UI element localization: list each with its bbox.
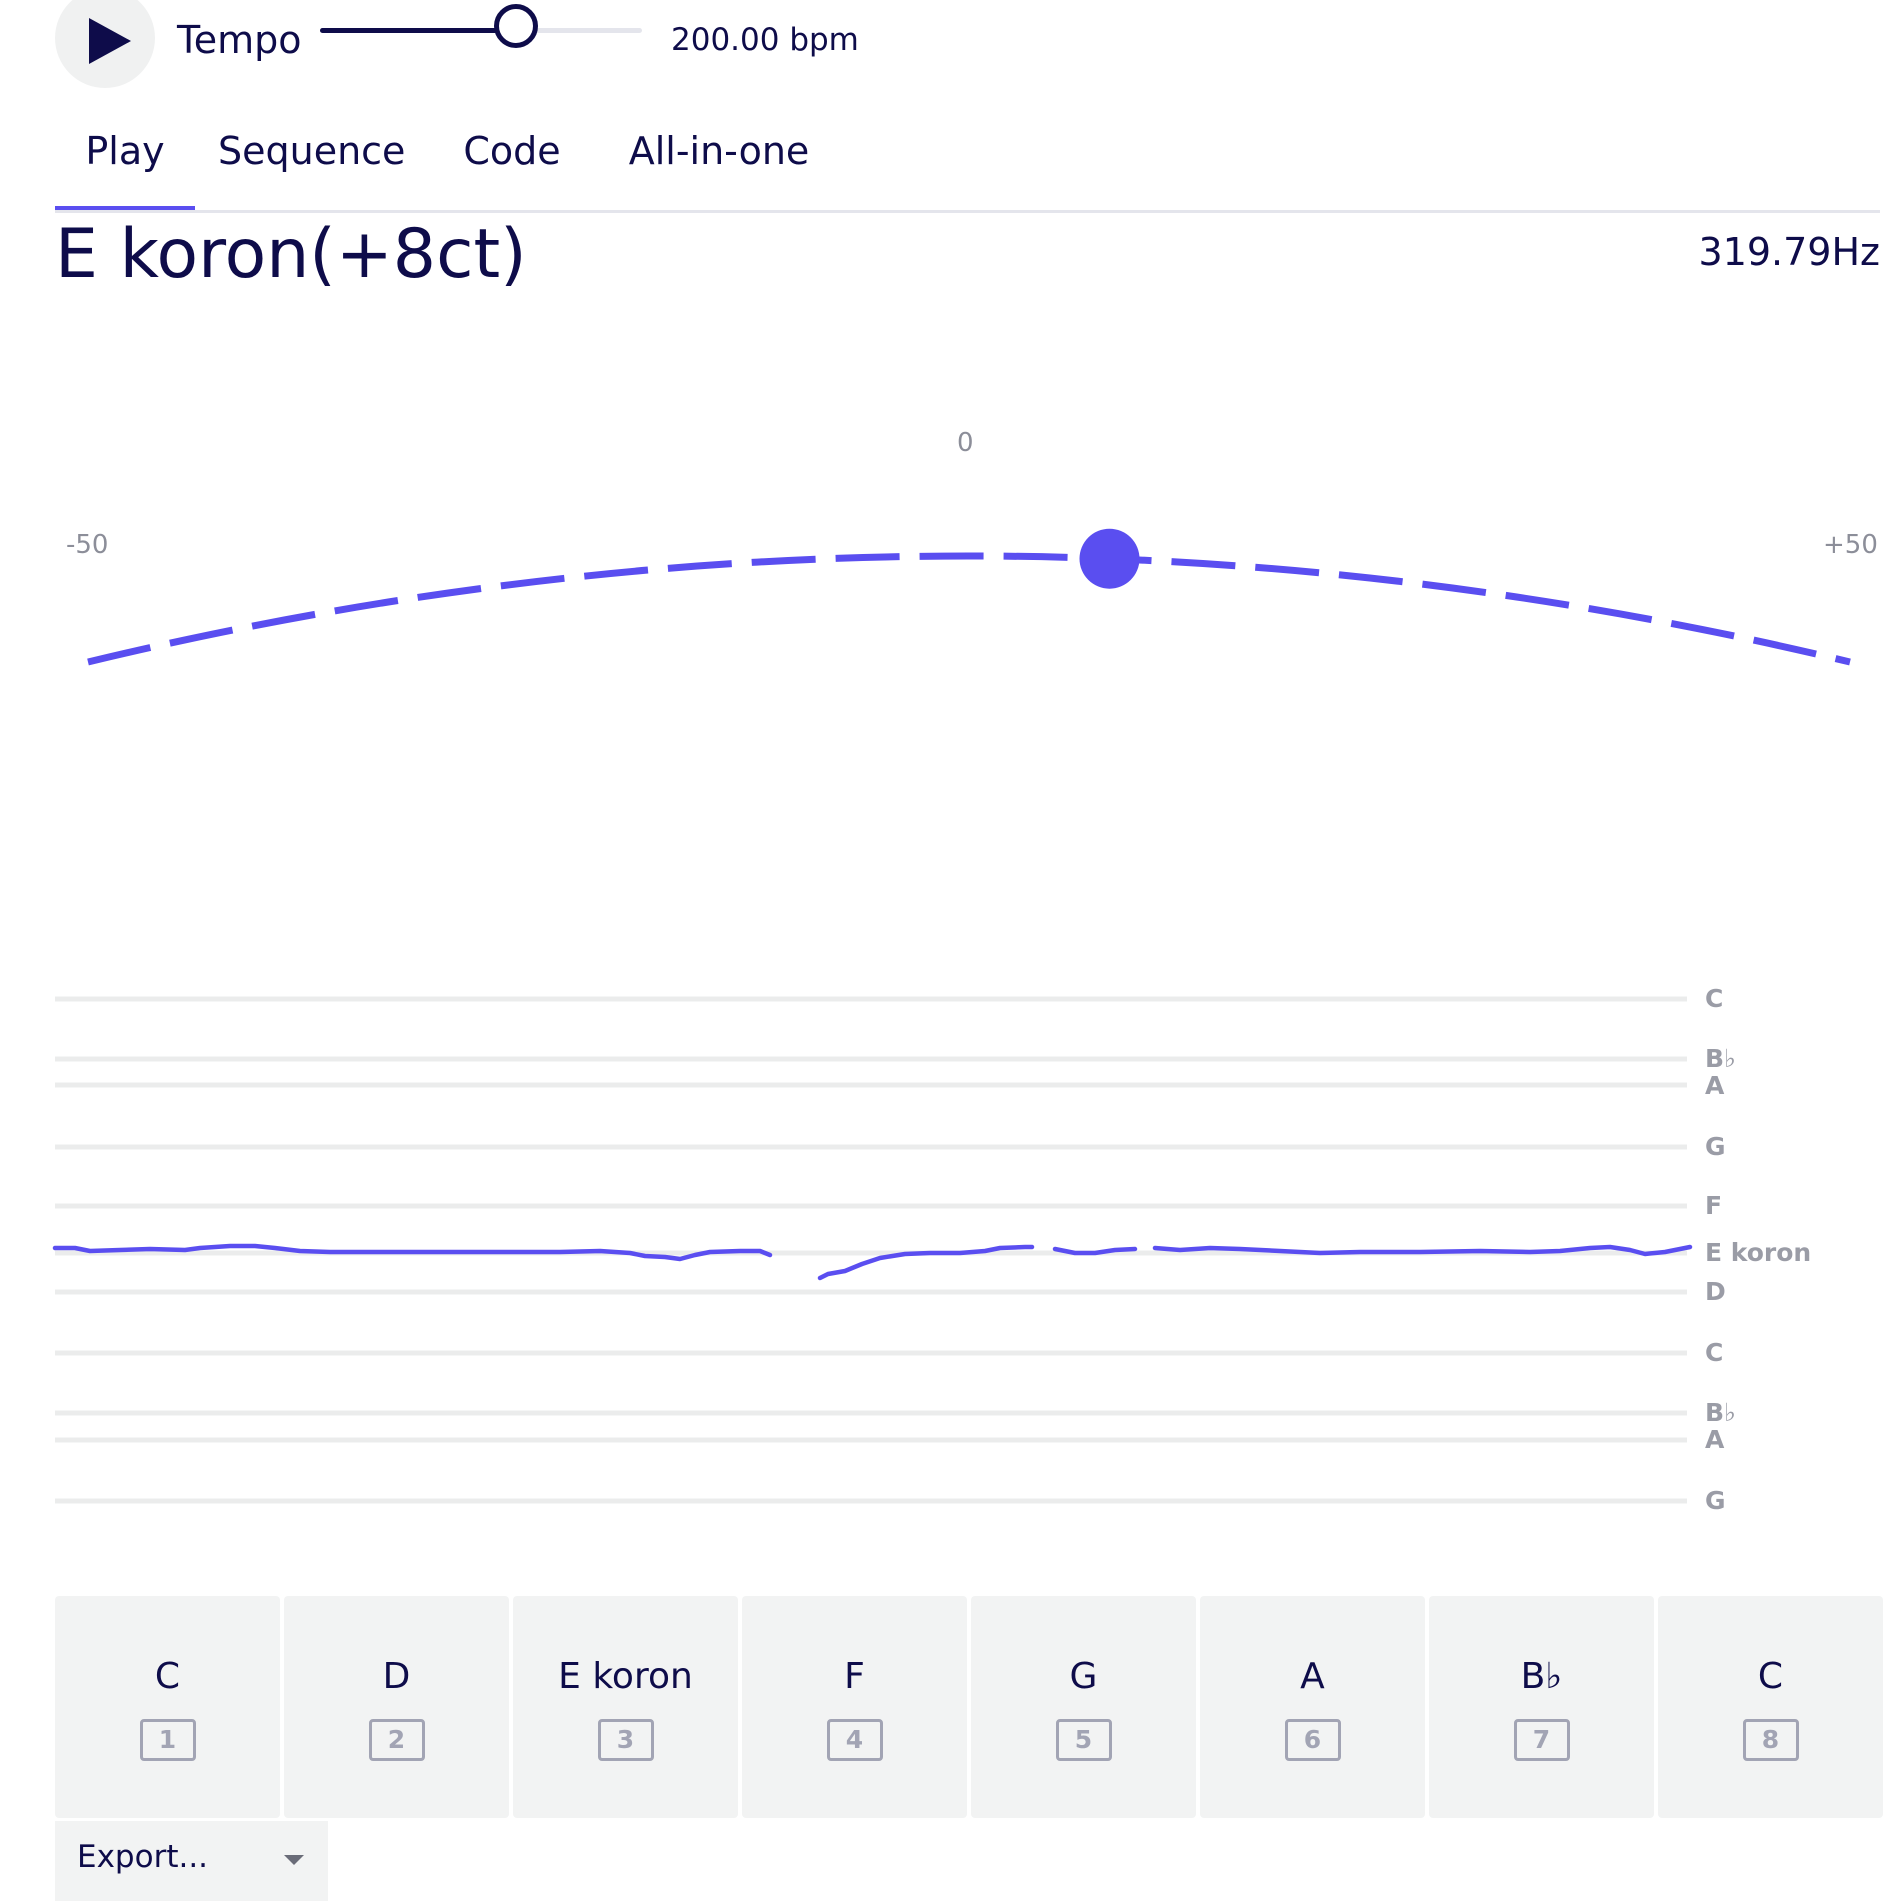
tuner-needle <box>1079 528 1140 589</box>
tab-all-in-one-label: All-in-one <box>628 129 810 173</box>
keyboard-shortcut-badge: 8 <box>1742 1719 1799 1761</box>
staff-label-e-koron: E koron <box>1705 1238 1812 1267</box>
pitch-trace-1 <box>52 1243 773 1262</box>
note-key-b-flat[interactable]: B♭ 7 <box>1429 1596 1654 1818</box>
tempo-label: Tempo <box>177 18 302 62</box>
detected-frequency: 319.79Hz <box>1698 230 1880 274</box>
export-dropdown[interactable]: Export... <box>55 1821 328 1901</box>
note-key-e-koron[interactable]: E koron 3 <box>513 1596 738 1818</box>
tempo-slider-thumb[interactable] <box>494 4 538 48</box>
tuner-arc <box>87 552 1851 666</box>
staff-label-f: F <box>1705 1191 1723 1220</box>
note-key-f[interactable]: F 4 <box>742 1596 967 1818</box>
note-key-d[interactable]: D 2 <box>284 1596 509 1818</box>
note-key-a[interactable]: A 6 <box>1200 1596 1425 1818</box>
staff-label-c-lower: C <box>1705 1338 1724 1367</box>
keyboard-shortcut-badge: 6 <box>1284 1719 1341 1761</box>
tempo-value: 200.00 bpm <box>671 22 859 58</box>
tab-sequence[interactable]: Sequence <box>218 125 405 207</box>
tempo-slider-fill <box>320 28 516 33</box>
note-key-label: B♭ <box>1520 1656 1563 1697</box>
keyboard-shortcut-badge: 3 <box>597 1719 654 1761</box>
pitch-trace-4 <box>1152 1244 1693 1257</box>
detected-note-name: E koron(+8ct) <box>55 215 527 294</box>
tab-bar: Play Sequence Code All-in-one <box>55 125 1880 213</box>
chevron-down-icon <box>284 1855 304 1865</box>
tab-all-in-one[interactable]: All-in-one <box>621 125 817 207</box>
keyboard-shortcut-badge: 1 <box>139 1719 196 1761</box>
export-label: Export... <box>77 1839 209 1875</box>
staff-label-d: D <box>1705 1277 1726 1306</box>
keyboard-shortcut-badge: 4 <box>826 1719 883 1761</box>
staff-label-c-upper: C <box>1705 984 1724 1013</box>
staff-label-bb-lower: B♭ <box>1705 1398 1736 1427</box>
keyboard-shortcut-badge: 7 <box>1513 1719 1570 1761</box>
staff-label-a-lower: A <box>1705 1425 1725 1454</box>
tuner-min-label: -50 <box>66 530 109 560</box>
staff-label-bb-upper: B♭ <box>1705 1044 1736 1073</box>
pitch-graph <box>52 996 1693 1504</box>
note-key-label: G <box>1069 1656 1098 1697</box>
pitch-trace-3 <box>1052 1246 1138 1256</box>
staff-label-a-upper: A <box>1705 1071 1725 1100</box>
note-key-c[interactable]: C 1 <box>55 1596 280 1818</box>
note-key-c-high[interactable]: C 8 <box>1658 1596 1883 1818</box>
keyboard-shortcut-badge: 2 <box>368 1719 425 1761</box>
tab-code[interactable]: Code <box>452 125 572 207</box>
staff-label-g-lower: G <box>1705 1486 1726 1515</box>
tuner-center-label: 0 <box>957 428 974 458</box>
tuner-gauge <box>87 528 1851 666</box>
note-key-g[interactable]: G 5 <box>971 1596 1196 1818</box>
staff-label-g-upper: G <box>1705 1132 1726 1161</box>
tuner-max-label: +50 <box>1823 530 1878 560</box>
pitch-trace-2 <box>817 1244 1035 1281</box>
tab-code-label: Code <box>463 129 561 173</box>
note-key-label: F <box>844 1656 865 1697</box>
note-key-label: D <box>382 1656 411 1697</box>
note-key-label: C <box>154 1656 181 1697</box>
play-button[interactable] <box>55 0 155 88</box>
note-keys: C 1 D 2 E koron 3 F 4 G 5 A 6 B♭ 7 C 8 <box>55 1596 1883 1818</box>
tab-play-label: Play <box>85 129 165 173</box>
play-icon <box>89 18 131 64</box>
note-key-label: A <box>1300 1656 1325 1697</box>
tempo-slider[interactable] <box>320 4 642 48</box>
note-key-label: E koron <box>558 1656 693 1697</box>
tab-play[interactable]: Play <box>55 125 195 210</box>
keyboard-shortcut-badge: 5 <box>1055 1719 1112 1761</box>
note-key-label: C <box>1757 1656 1784 1697</box>
tab-sequence-label: Sequence <box>218 129 406 173</box>
